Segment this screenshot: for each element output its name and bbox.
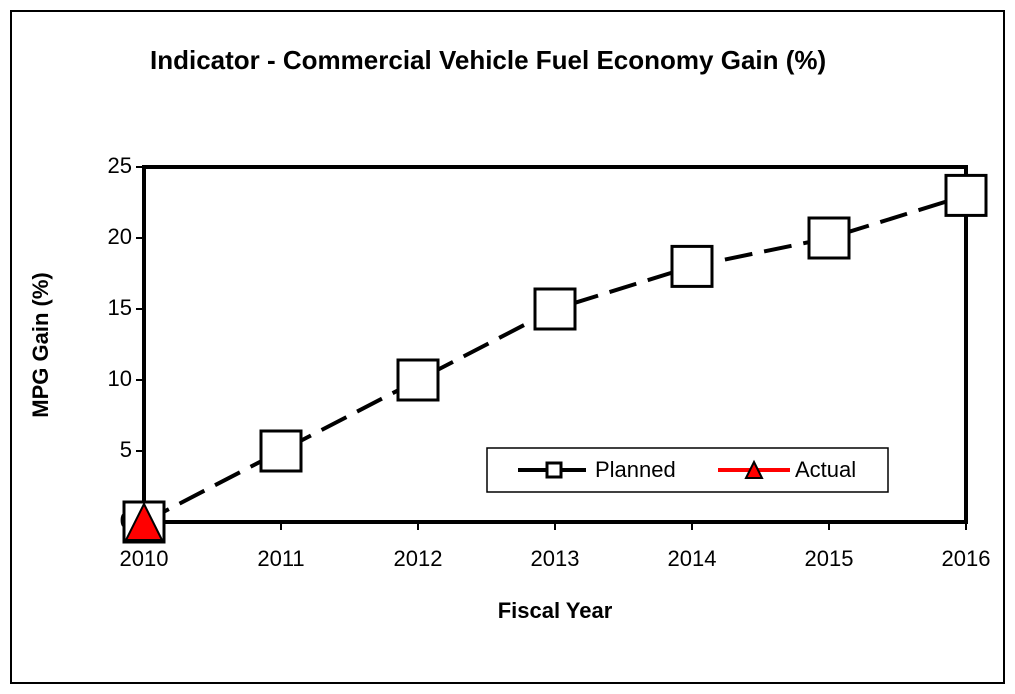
legend-marker (545, 461, 563, 479)
legend-box (486, 447, 889, 493)
x-tick-label: 2012 (394, 546, 443, 571)
marker (396, 358, 440, 402)
marker (670, 244, 714, 288)
x-tick-label: 2014 (668, 546, 717, 571)
y-tick-label: 5 (120, 437, 132, 462)
marker (259, 429, 303, 473)
legend-label: Planned (595, 457, 676, 482)
x-tick-label: 2016 (942, 546, 991, 571)
legend-marker (744, 459, 764, 479)
y-axis-label: MPG Gain (%) (28, 272, 53, 417)
x-tick-label: 2015 (805, 546, 854, 571)
marker (124, 501, 164, 541)
chart-title: Indicator - Commercial Vehicle Fuel Econ… (150, 45, 827, 75)
y-tick-label: 15 (108, 295, 132, 320)
y-tick-label: 25 (108, 153, 132, 178)
y-tick-label: 20 (108, 224, 132, 249)
x-tick-label: 2010 (120, 546, 169, 571)
chart-border (10, 10, 1005, 684)
marker (533, 287, 577, 331)
marker (944, 173, 988, 217)
marker (807, 216, 851, 260)
x-axis-label: Fiscal Year (498, 598, 613, 623)
x-tick-label: 2011 (257, 546, 304, 571)
x-tick-label: 2013 (531, 546, 580, 571)
y-tick-label: 10 (108, 366, 132, 391)
legend-label: Actual (795, 457, 856, 482)
